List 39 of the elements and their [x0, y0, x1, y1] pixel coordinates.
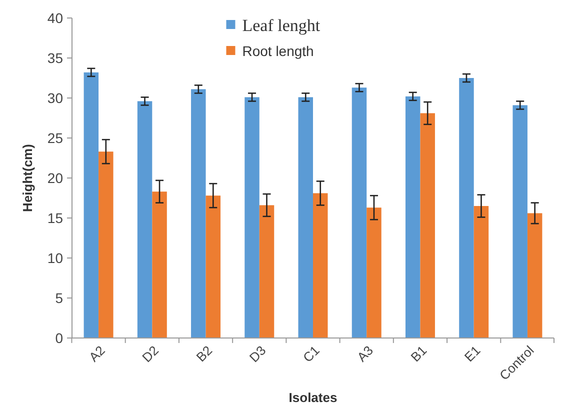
- bar: [244, 97, 260, 338]
- bar: [527, 213, 542, 338]
- y-axis-title: Height(cm): [20, 144, 35, 212]
- legend-label: Leaf lenght: [242, 16, 320, 35]
- x-tick-label: E1: [461, 342, 484, 365]
- bar: [405, 96, 420, 338]
- y-tick-label: 10: [47, 250, 64, 266]
- bar: [137, 101, 152, 338]
- bar: [459, 78, 474, 338]
- y-tick-label: 20: [47, 170, 64, 186]
- y-tick-label: 5: [55, 290, 64, 306]
- y-tick-label: 0: [55, 330, 64, 346]
- y-tick-label: 25: [47, 130, 64, 146]
- bar: [84, 72, 99, 338]
- x-tick-label: A3: [354, 342, 376, 365]
- y-tick-label: 40: [47, 10, 64, 26]
- x-tick-label: D3: [246, 342, 269, 366]
- x-tick-label: D2: [139, 342, 162, 366]
- bar: [366, 208, 382, 338]
- y-tick-label: 30: [47, 90, 64, 106]
- bar: [420, 113, 435, 338]
- legend-label: Root length: [242, 42, 314, 59]
- bar: [98, 152, 114, 338]
- y-tick-label: 35: [47, 50, 64, 66]
- bar: [298, 97, 313, 338]
- x-tick-label: B2: [193, 342, 216, 365]
- bar: [259, 205, 274, 338]
- x-tick-label: B1: [408, 342, 430, 365]
- bar: [206, 196, 221, 338]
- bar: [152, 192, 167, 338]
- bar: [352, 88, 367, 338]
- bar: [474, 206, 489, 338]
- x-axis-title: Isolates: [288, 390, 338, 405]
- bar: [313, 193, 328, 338]
- x-tick-label: A2: [86, 342, 108, 365]
- bar: [191, 89, 206, 338]
- y-tick-label: 15: [47, 210, 64, 226]
- x-tick-label: C1: [300, 342, 322, 366]
- bar: [512, 105, 528, 338]
